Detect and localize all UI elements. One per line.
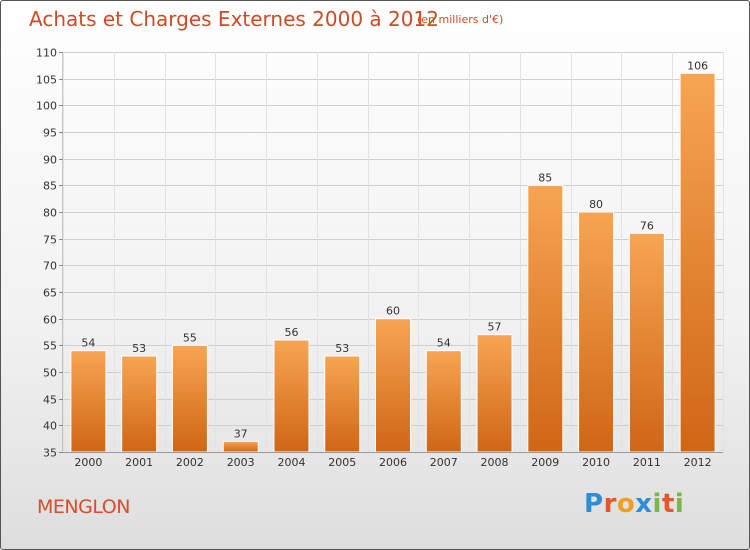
logo-letter: t (661, 489, 675, 519)
x-tick-label-2000: 2000 (74, 456, 102, 469)
bars: 54 53 55 37 56 53 60 54 57 85 80 76 106 (70, 59, 716, 453)
y-tick-label: 55 (43, 340, 57, 353)
y-tick-label: 70 (43, 260, 57, 273)
bar-2011 (628, 232, 665, 453)
y-tick-label: 90 (43, 154, 57, 167)
bar-2009 (527, 184, 564, 453)
logo-letter: i (674, 489, 685, 519)
bar-2012 (679, 72, 716, 453)
data-label-2008: 57 (488, 321, 502, 334)
x-tick-label-2001: 2001 (125, 456, 153, 469)
y-axis: 35 40 45 50 55 60 65 70 75 80 85 90 95 100 105 110 (36, 47, 57, 460)
bar-2010 (578, 211, 615, 453)
y-tick-label: 65 (43, 287, 57, 300)
logo-letter: o (616, 489, 636, 519)
x-tick-label-2005: 2005 (328, 456, 356, 469)
x-tick-label-2009: 2009 (531, 456, 559, 469)
data-label-2003: 37 (234, 427, 248, 440)
x-tick-label-2010: 2010 (582, 456, 610, 469)
y-tick-label: 35 (43, 447, 57, 460)
data-label-2000: 54 (81, 337, 95, 350)
x-tick-label-2003: 2003 (227, 456, 255, 469)
data-label-2010: 80 (589, 198, 603, 211)
x-tick-label-2006: 2006 (379, 456, 407, 469)
y-tick-label: 100 (36, 100, 57, 113)
chart-title: Achats et Charges Externes 2000 à 2012 (29, 7, 439, 31)
bar-2000 (70, 350, 107, 453)
bar-2007 (425, 350, 462, 453)
town-name: MENGLON (37, 496, 130, 518)
x-axis: 2000 2001 2002 2003 2004 2005 2006 2007 2008 2009… (63, 452, 723, 469)
data-label-2002: 55 (183, 331, 197, 344)
y-tick-label: 105 (36, 74, 57, 87)
y-tick-label: 110 (36, 47, 57, 60)
bar-2005 (324, 355, 361, 453)
bar-2006 (375, 318, 411, 453)
y-tick-label: 60 (43, 314, 57, 327)
data-label-2007: 54 (437, 337, 451, 350)
bar-2003 (222, 440, 259, 453)
proxiti-logo: Proxiti (584, 489, 684, 519)
x-tick-label-2002: 2002 (176, 456, 204, 469)
x-tick-label-2008: 2008 (481, 456, 509, 469)
bar-2004 (273, 339, 310, 453)
x-tick-label-2004: 2004 (277, 456, 305, 469)
y-tick-label: 80 (43, 207, 57, 220)
y-tick-label: 75 (43, 234, 57, 247)
data-label-2001: 53 (132, 342, 146, 355)
chart-subtitle: (en milliers d'€) (417, 13, 504, 26)
data-label-2006: 60 (386, 305, 400, 318)
logo-letter: r (603, 489, 617, 519)
bar-2008 (476, 334, 513, 453)
data-label-2011: 76 (640, 219, 654, 232)
data-label-2004: 56 (284, 326, 298, 339)
data-label-2005: 53 (335, 342, 349, 355)
y-tick-label: 85 (43, 180, 57, 193)
x-tick-label-2007: 2007 (430, 456, 458, 469)
y-tick-label: 45 (43, 394, 57, 407)
y-tick-label: 95 (43, 127, 57, 140)
x-tick-label-2012: 2012 (684, 456, 712, 469)
logo-letter: x (635, 489, 653, 519)
y-tick-label: 40 (43, 420, 57, 433)
data-label-2009: 85 (538, 171, 552, 184)
x-tick-label-2011: 2011 (633, 456, 661, 469)
bar-2001 (121, 355, 158, 453)
y-tick-label: 50 (43, 367, 57, 380)
logo-letter: i (652, 489, 662, 519)
bar-2002 (171, 344, 208, 453)
logo-letter: P (584, 489, 604, 519)
data-label-2012: 106 (687, 59, 708, 72)
